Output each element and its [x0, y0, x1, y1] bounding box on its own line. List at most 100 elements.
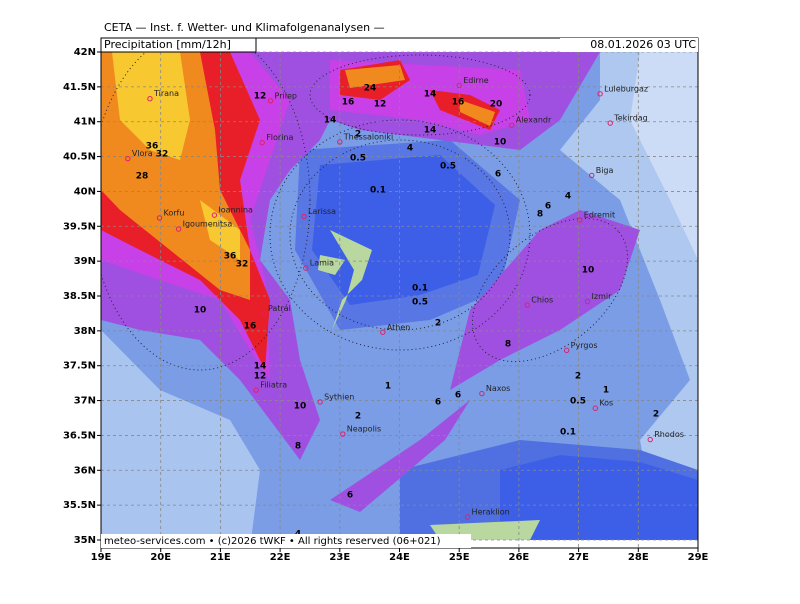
- contour-label: 36: [224, 252, 237, 262]
- city-marker: [647, 436, 653, 443]
- city-marker: [337, 139, 343, 145]
- footer: meteo-services.com • (c)2026 tWKF • All …: [104, 536, 441, 547]
- city-marker: [125, 155, 131, 162]
- city-label: Izmir: [592, 292, 613, 301]
- contour-label: 2: [653, 410, 659, 420]
- x-tick-label: 25E: [449, 552, 470, 563]
- city-marker: [563, 347, 570, 354]
- city-label: Heraklion: [472, 507, 510, 516]
- contour-label: 12: [254, 92, 267, 102]
- contour-label: 2: [435, 319, 441, 329]
- contour-label: 1: [385, 382, 391, 392]
- city-marker: [147, 96, 153, 102]
- contour-label: 0.5: [440, 162, 456, 172]
- contour-label: 32: [236, 260, 249, 270]
- city-label: Igoumenitsa: [183, 220, 233, 229]
- city-marker: [211, 212, 218, 218]
- city-marker: [253, 387, 259, 393]
- city-label: Larissa: [308, 207, 336, 216]
- city-label: Athen: [387, 323, 411, 332]
- city-marker: [259, 139, 265, 146]
- city-label: Naxos: [486, 384, 510, 393]
- city-label: Thessaloniki: [343, 132, 393, 141]
- contour-label: 14: [424, 90, 437, 100]
- contour-label: 14: [324, 116, 337, 126]
- contour-label: 0.1: [560, 428, 576, 438]
- city-label: Florina: [266, 133, 293, 142]
- city-marker: [156, 215, 163, 221]
- city-marker: [607, 120, 613, 126]
- city-marker: [303, 265, 309, 271]
- contour-label: 20: [490, 100, 503, 110]
- city-marker: [261, 310, 267, 317]
- y-tick-label: 38N: [74, 326, 96, 337]
- land: [318, 255, 345, 275]
- contour-label: 0.5: [350, 154, 366, 164]
- city-label: Sythien: [324, 392, 354, 401]
- contour-label: 6: [455, 391, 461, 401]
- city-label: Tirana: [153, 89, 179, 98]
- city-marker: [584, 298, 591, 305]
- contour-label: 16: [342, 98, 355, 108]
- city-label: Vlora: [132, 149, 153, 158]
- contour-label: 2: [575, 372, 581, 382]
- city-label: Lamia: [310, 259, 334, 268]
- valid-box: [560, 38, 698, 52]
- contour-label: 1: [603, 386, 609, 396]
- contour-label: 8: [295, 442, 301, 452]
- city-label: Chios: [531, 296, 553, 305]
- overlay: 19E 20E 21E 22E 23E 24E 25E 26E 27E 28E 29E 35N 35.5…: [63, 47, 709, 563]
- field-purple: [330, 400, 470, 512]
- contour-label: 10: [582, 266, 595, 276]
- city-marker: [597, 91, 603, 97]
- field-orange: [345, 65, 405, 88]
- contour-label: 8: [537, 210, 543, 220]
- y-tick-label: 38.5N: [63, 291, 96, 302]
- contour-label: 0.1: [370, 186, 386, 196]
- y-tick-label: 35.5N: [63, 500, 96, 511]
- city-marker: [577, 217, 583, 223]
- contour-label: 10: [194, 306, 207, 316]
- city-marker: [456, 82, 462, 89]
- city-label: Alexandr: [516, 116, 552, 125]
- city-marker: [589, 172, 595, 179]
- y-tick-label: 39N: [74, 256, 96, 267]
- x-tick-label: 21E: [210, 552, 231, 563]
- contour-label: 14: [254, 362, 267, 372]
- y-tick-label: 40.5N: [63, 152, 96, 163]
- city-label: Edirne: [463, 76, 489, 85]
- city-label: Filiatra: [260, 381, 287, 390]
- contour-label: 10: [294, 402, 307, 412]
- field-orange: [460, 100, 495, 126]
- field-yellow: [200, 200, 240, 260]
- city-label: Edremit: [584, 211, 615, 220]
- contour-label: 36: [146, 142, 159, 152]
- contour-label: 6: [495, 170, 501, 180]
- footer-box: [101, 534, 471, 548]
- city-label: Pyrgos: [571, 341, 598, 350]
- land: [330, 230, 372, 330]
- x-tick-label: 20E: [150, 552, 171, 563]
- y-tick-label: 42N: [74, 47, 96, 58]
- valid-time: 08.01.2026 03 UTC: [590, 38, 696, 51]
- city-label: Luleburgaz: [604, 84, 648, 93]
- x-tick-label: 29E: [688, 552, 709, 563]
- city-label: Rhodos: [654, 430, 684, 439]
- product-title: Precipitation [mm/12h]: [104, 38, 231, 51]
- contour-label: 12: [374, 100, 387, 110]
- x-tick-label: 19E: [91, 552, 112, 563]
- contour-label: 10: [494, 138, 507, 148]
- contour-label: 4: [407, 144, 413, 154]
- city-marker: [175, 226, 182, 232]
- city-marker: [301, 213, 307, 220]
- contour-label: 24: [364, 84, 377, 94]
- city-label: Ioannina: [218, 206, 253, 215]
- x-tick-label: 22E: [270, 552, 291, 563]
- city-marker: [267, 98, 274, 104]
- contour-label: 16: [452, 98, 465, 108]
- city-marker: [340, 431, 346, 437]
- city-label: Neapolis: [347, 425, 381, 434]
- y-tick-label: 39.5N: [63, 221, 96, 232]
- contour-label: 32: [156, 150, 169, 160]
